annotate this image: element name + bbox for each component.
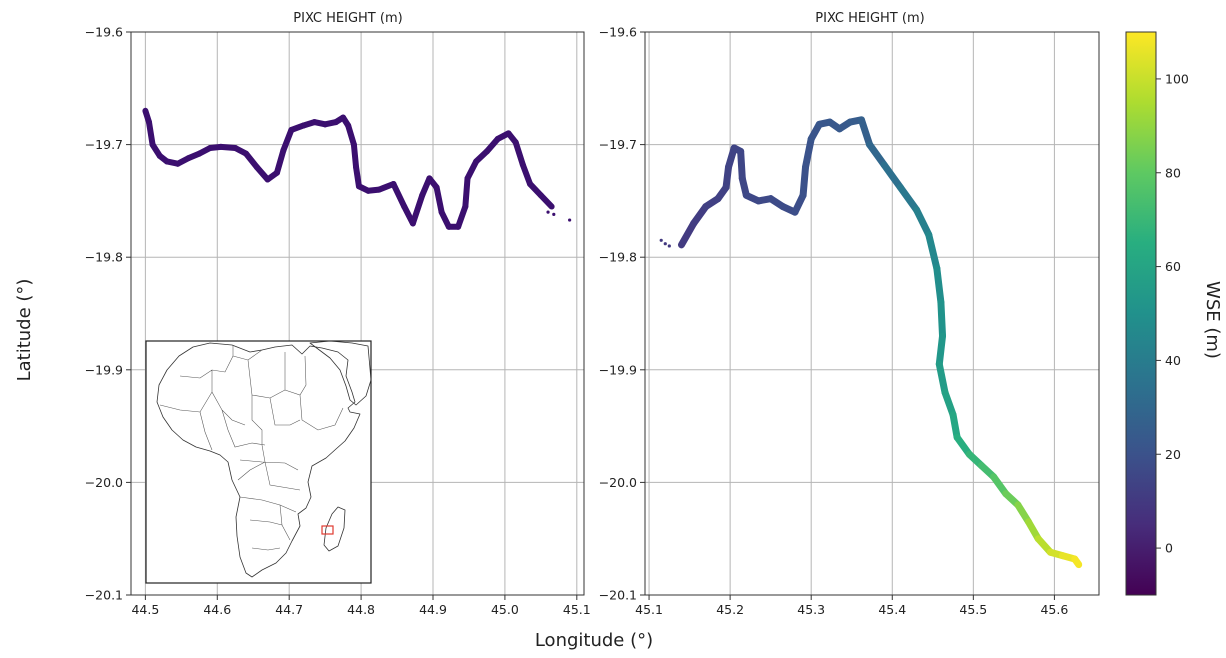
shared-x-axis-label: Longitude (°) — [535, 630, 653, 651]
right-river-segment — [949, 411, 961, 441]
right-data-point — [667, 244, 671, 248]
right-y-tick-label: −19.7 — [599, 137, 637, 152]
left-river-segment — [390, 181, 408, 210]
right-river-segment — [935, 360, 949, 396]
right-river-segment — [925, 231, 941, 272]
colorbar-tick-label: 100 — [1165, 71, 1189, 86]
left-river-segment — [353, 164, 362, 190]
right-x-tick-label: 45.4 — [878, 602, 906, 617]
left-y-tick-label: −19.6 — [85, 25, 123, 40]
left-x-tick-label: 44.6 — [203, 602, 231, 617]
right-x-tick-label: 45.2 — [716, 602, 744, 617]
left-chart-panel: PIXC HEIGHT (m) 44.5 44.6 44.7 44.8 44.9 45.0… — [85, 11, 591, 617]
left-y-tick-label: −19.9 — [85, 362, 123, 377]
left-river-segment — [512, 139, 526, 168]
colorbar-tick-label: 0 — [1165, 541, 1173, 556]
right-river-segment — [866, 141, 888, 169]
colorbar-gradient — [1125, 31, 1157, 596]
study-area-marker — [321, 525, 334, 535]
left-chart-frame — [130, 31, 585, 596]
left-y-tick-label: −20.1 — [85, 588, 123, 603]
left-chart-ticks: 44.5 44.6 44.7 44.8 44.9 45.0 45.1 −19.6 −19.7 −1… — [85, 25, 591, 618]
left-river-segment — [280, 126, 295, 154]
right-x-tick-label: 45.5 — [959, 602, 987, 617]
right-chart-ticks: 45.1 45.2 45.3 45.4 45.5 45.6 −19.6 −19.7 −19.8 −… — [599, 25, 1069, 618]
shared-y-axis-label: Latitude (°) — [14, 279, 35, 382]
right-chart-title: PIXC HEIGHT (m) — [815, 11, 924, 26]
right-river-segment — [896, 183, 921, 214]
country-borders — [159, 345, 344, 551]
left-x-tick-label: 44.8 — [347, 602, 375, 617]
left-x-tick-label: 44.9 — [419, 602, 447, 617]
colorbar-tick-label: 80 — [1165, 165, 1181, 180]
right-river-segment — [913, 206, 933, 239]
left-y-tick-label: −19.8 — [85, 250, 123, 265]
right-river-segment — [937, 298, 947, 340]
right-river-segment — [935, 332, 947, 368]
left-x-tick-label: 44.5 — [131, 602, 159, 617]
left-river-segment — [409, 192, 426, 227]
right-data-point — [659, 238, 663, 242]
right-y-tick-label: −20.0 — [599, 475, 637, 490]
middle-east-outline — [309, 340, 372, 406]
inset-frame — [145, 340, 372, 584]
right-y-tick-label: −19.9 — [599, 362, 637, 377]
left-river-segment — [433, 184, 445, 216]
left-y-tick-label: −19.7 — [85, 137, 123, 152]
right-chart-grid — [645, 31, 1099, 596]
left-data-point — [568, 218, 572, 222]
right-y-tick-label: −20.1 — [599, 588, 637, 603]
right-data-point — [663, 242, 667, 246]
right-chart-frame — [644, 31, 1100, 596]
left-river-segment — [345, 122, 357, 148]
left-data-point — [158, 154, 162, 158]
right-river-segment — [1071, 555, 1083, 569]
left-river-segment — [537, 192, 555, 210]
left-river-segment — [462, 175, 471, 210]
right-river-segment — [933, 264, 945, 306]
left-y-tick-label: −20.0 — [85, 475, 123, 490]
right-x-tick-label: 45.1 — [635, 602, 663, 617]
africa-outline — [156, 342, 361, 578]
left-river-segment — [350, 141, 360, 171]
right-x-tick-label: 45.6 — [1040, 602, 1068, 617]
left-river-segment — [464, 158, 480, 182]
right-y-tick-label: −19.6 — [599, 25, 637, 40]
left-river-segment — [145, 119, 156, 148]
right-river-segment — [941, 388, 957, 419]
right-river-segment — [799, 163, 810, 199]
right-chart-panel: PIXC HEIGHT (m) 45.1 45.2 45.3 45.4 45.5 45.6… — [599, 11, 1100, 618]
africa-inset-map — [145, 340, 372, 584]
colorbar: 0 20 40 60 80 100 WSE (m) — [1125, 31, 1223, 596]
left-data-point — [546, 210, 550, 214]
left-chart-data-layer — [142, 107, 572, 230]
colorbar-tick-label: 40 — [1165, 353, 1181, 368]
right-river-segment — [857, 116, 874, 149]
colorbar-label: WSE (m) — [1202, 281, 1223, 359]
left-river-segment — [273, 147, 287, 176]
right-river-segment — [677, 219, 698, 249]
left-river-segment — [519, 161, 534, 188]
left-x-tick-label: 44.7 — [275, 602, 303, 617]
right-chart-data-layer — [659, 116, 1083, 569]
colorbar-tick-label: 60 — [1165, 259, 1181, 274]
left-river-segment — [455, 203, 469, 230]
right-river-segment — [802, 135, 815, 171]
right-river-segment — [737, 147, 746, 182]
left-data-point — [552, 212, 556, 217]
left-x-tick-label: 45.1 — [563, 602, 591, 617]
colorbar-tick-label: 20 — [1165, 447, 1181, 462]
left-x-tick-label: 45.0 — [491, 602, 519, 617]
colorbar-ticks: 0 20 40 60 80 100 — [1156, 71, 1189, 556]
left-chart-title: PIXC HEIGHT (m) — [293, 11, 402, 26]
right-x-tick-label: 45.3 — [797, 602, 825, 617]
right-river-segment — [880, 161, 904, 191]
right-y-tick-label: −19.8 — [599, 250, 637, 265]
